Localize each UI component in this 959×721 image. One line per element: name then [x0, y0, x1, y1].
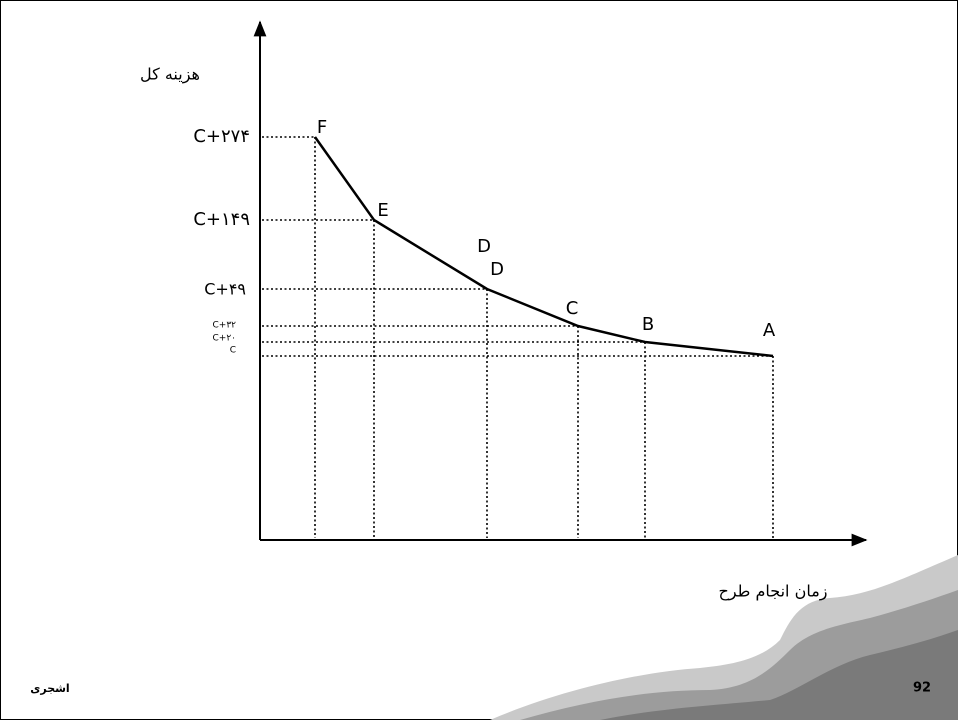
- cost-curve: [313, 136, 774, 358]
- x-axis-title: زمان انجام طرح: [719, 582, 828, 602]
- y-axis-title: هزینه کل: [140, 65, 200, 85]
- point-label: A: [763, 320, 776, 341]
- y-label: C+۲۰: [213, 334, 237, 344]
- point-label: F: [317, 117, 327, 138]
- point-label: B: [642, 314, 654, 335]
- point-label: D: [490, 259, 504, 280]
- mountain-decoration: [490, 555, 958, 720]
- point-label: E: [377, 200, 388, 221]
- y-label: C: [230, 346, 236, 356]
- footer-author: اشجری: [30, 682, 69, 695]
- y-label: C+۴۹: [204, 280, 246, 299]
- page-number: 92: [913, 681, 931, 696]
- point-label: D: [477, 236, 491, 257]
- y-label: C+۳۲: [213, 321, 237, 331]
- y-label: C+۲۷۴: [193, 126, 250, 147]
- point-label: C: [566, 298, 579, 319]
- y-label: C+۱۴۹: [193, 209, 250, 230]
